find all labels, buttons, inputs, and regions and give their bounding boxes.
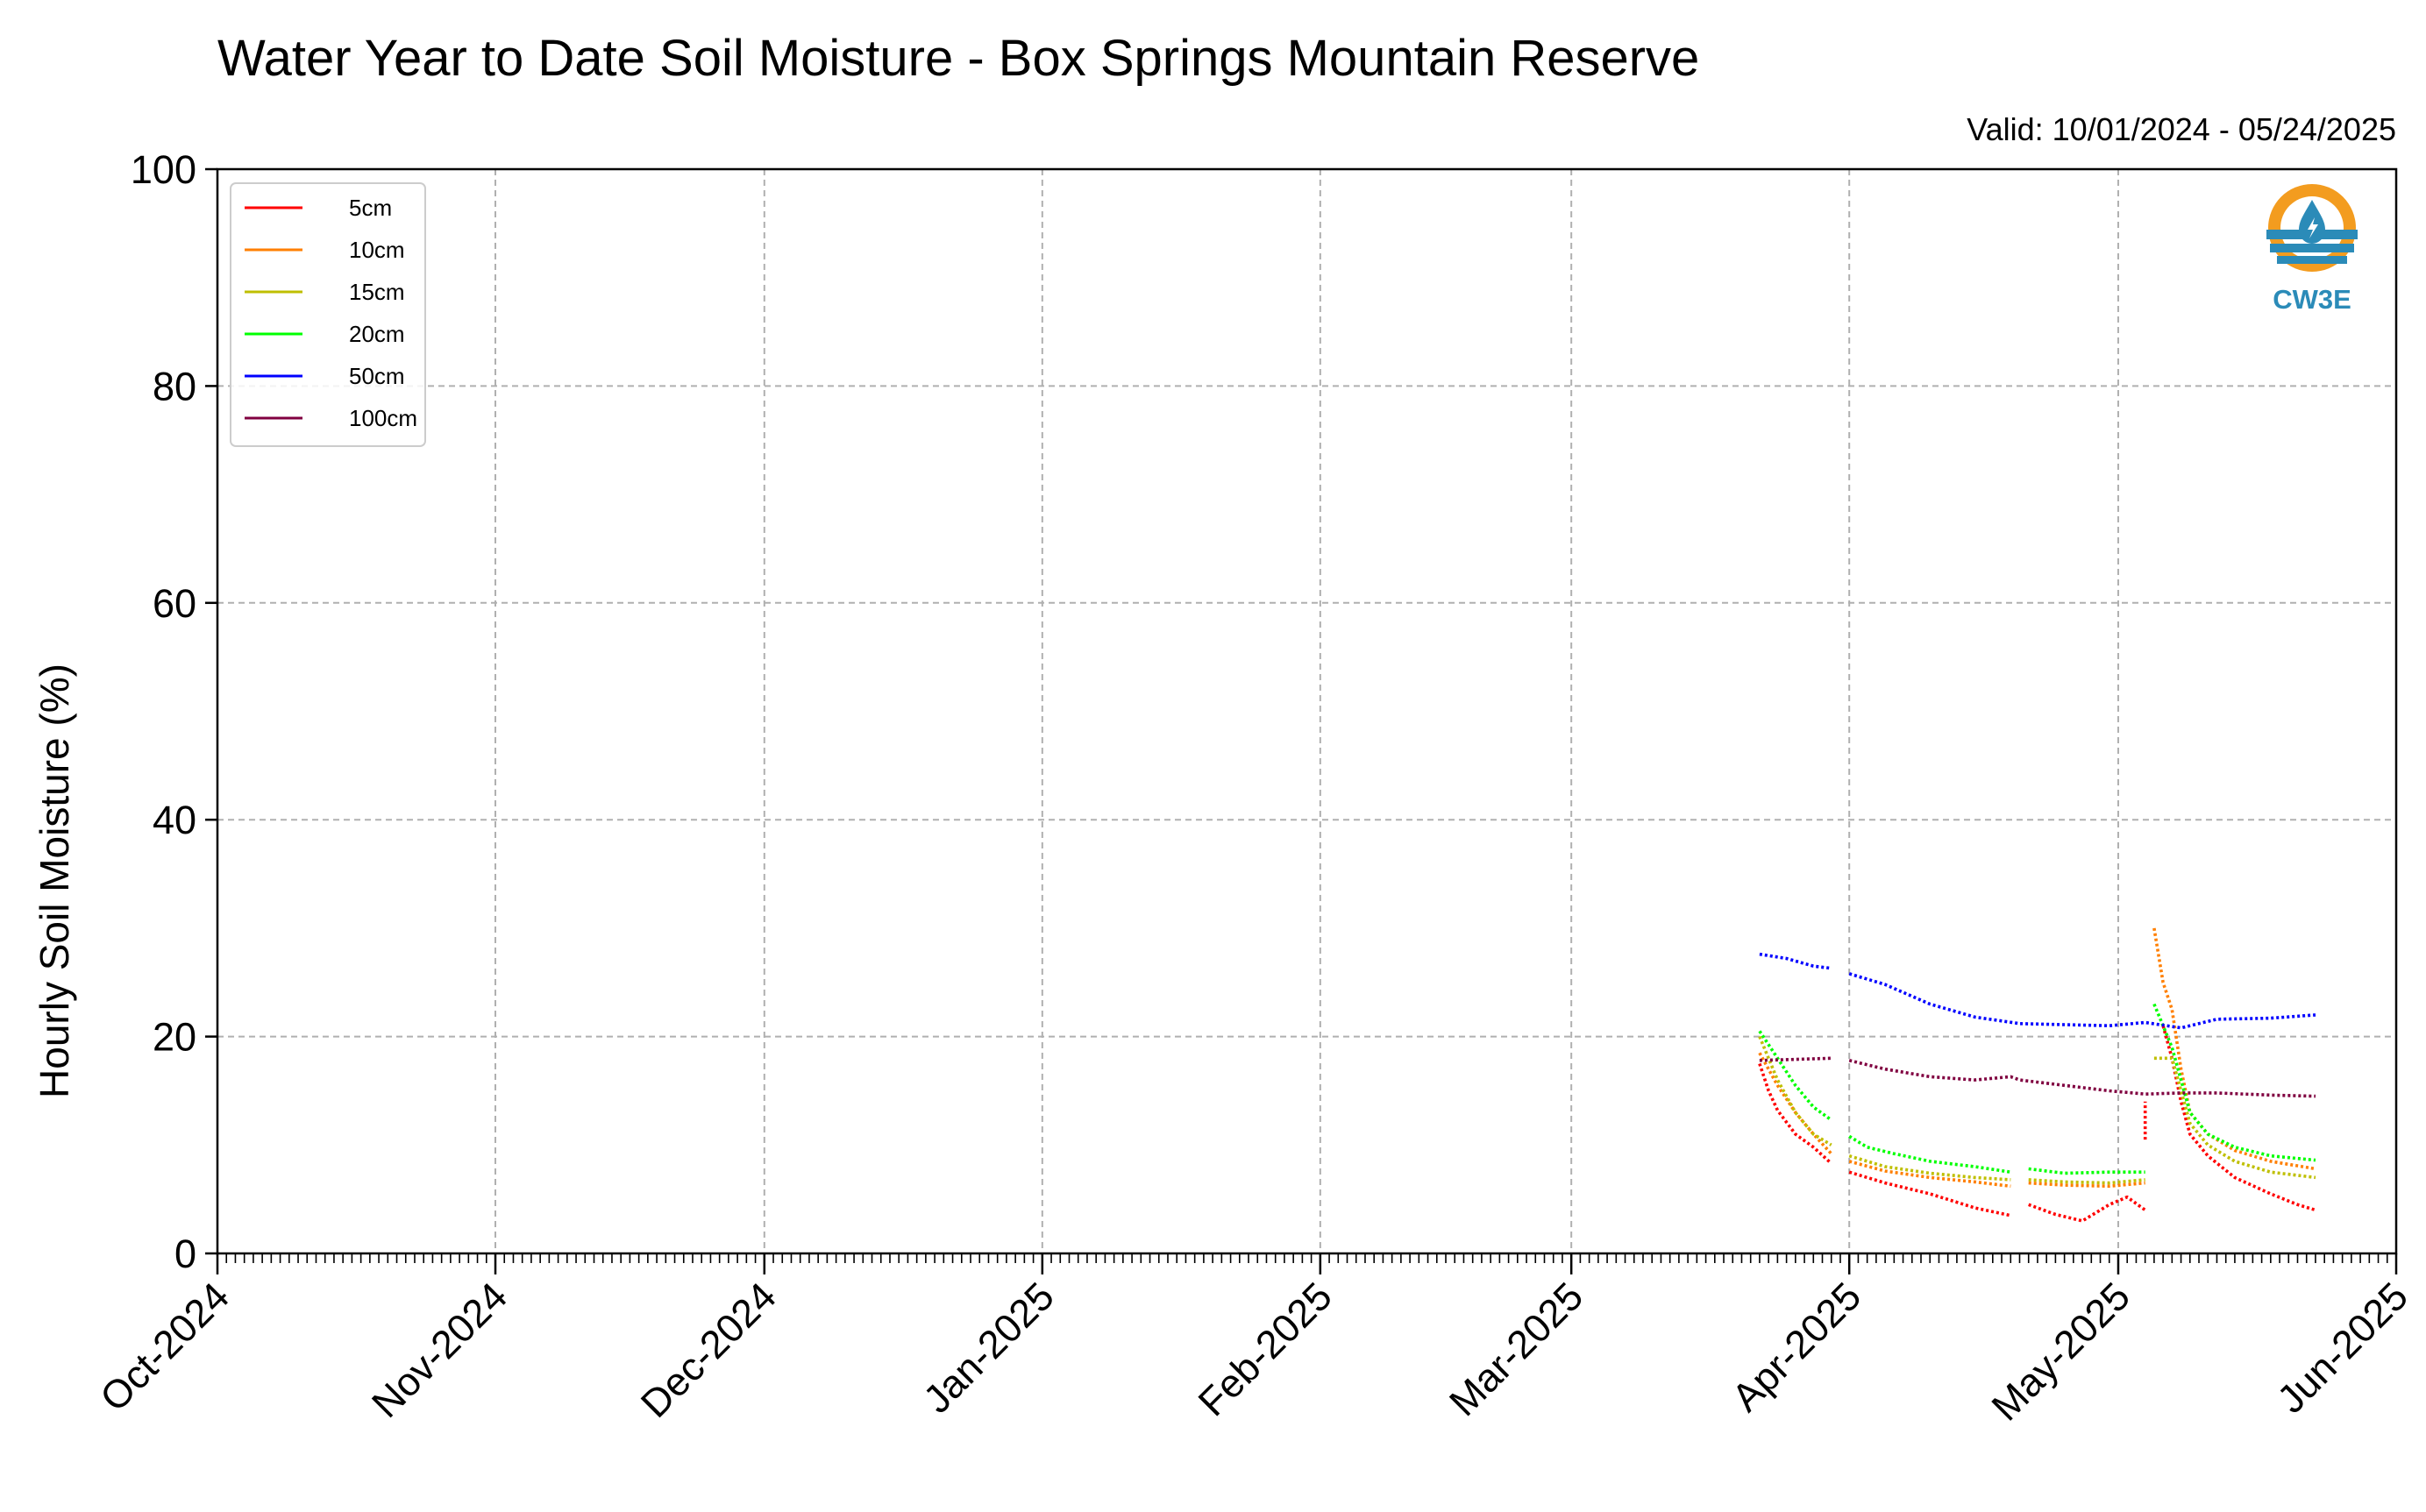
x-tick-labels: Oct-2024 Nov-2024 Dec-2024 Jan-2025 Feb-2025… <box>91 1274 2416 1430</box>
water-drop-logo-icon <box>2266 184 2358 272</box>
y-tick-label: 20 <box>153 1015 196 1060</box>
grid-lines <box>217 169 2396 1253</box>
series-line-100cm <box>1848 1059 2316 1098</box>
chart-title: Water Year to Date Soil Moisture - Box S… <box>217 30 1699 87</box>
y-tick-label: 80 <box>153 364 196 408</box>
legend-label-10cm: 10cm <box>349 237 405 263</box>
x-minor-ticks <box>217 1253 2397 1263</box>
y-tick-label: 0 <box>174 1232 196 1276</box>
series-10cm <box>1758 927 2316 1189</box>
series-line-20cm <box>1758 1030 1832 1122</box>
legend-label-15cm: 15cm <box>349 279 405 305</box>
series-line-50cm <box>1848 972 2316 1030</box>
series-line-10cm <box>2028 1181 2145 1189</box>
y-axis-label: Hourly Soil Moisture (%) <box>32 664 77 1098</box>
y-tick-label: 100 <box>131 147 196 192</box>
y-tick-labels: 0 20 40 60 80 100 <box>131 147 196 1276</box>
series-line-20cm <box>1848 1134 2011 1174</box>
series-100cm <box>1759 1056 2316 1098</box>
x-tick-label: Oct-2024 <box>91 1274 238 1420</box>
y-tick-label: 40 <box>153 798 196 842</box>
legend-label-100cm: 100cm <box>349 405 417 431</box>
axes <box>205 167 2398 1274</box>
series-line-50cm <box>1759 952 1832 970</box>
legend-label-50cm: 50cm <box>349 363 405 389</box>
series-line-20cm <box>2152 1003 2316 1162</box>
series-line-15cm <box>2153 1056 2316 1180</box>
y-tick-label: 60 <box>153 581 196 626</box>
x-tick-label: Mar-2025 <box>1441 1274 1591 1424</box>
chart-subtitle: Valid: 10/01/2024 - 05/24/2025 <box>1967 111 2396 147</box>
logo-text: CW3E <box>2273 284 2351 315</box>
series-line-10cm <box>2152 927 2316 1171</box>
series-line-5cm <box>2161 1025 2316 1212</box>
series-line-5cm <box>2028 1195 2146 1223</box>
legend-label-5cm: 5cm <box>349 195 392 221</box>
series-line-10cm <box>1848 1160 2011 1189</box>
cw3e-logo: CW3E <box>2266 184 2358 315</box>
series-line-5cm <box>1758 1062 1832 1165</box>
x-tick-label: Jun-2025 <box>2268 1274 2416 1422</box>
legend-label-20cm: 20cm <box>349 321 405 347</box>
plot-frame <box>216 167 2398 1255</box>
x-tick-label: Apr-2025 <box>1723 1274 1869 1420</box>
data-series <box>1758 927 2316 1223</box>
series-line-15cm <box>2028 1178 2145 1185</box>
x-tick-label: May-2025 <box>1982 1274 2138 1430</box>
series-line-10cm <box>1758 1052 1833 1155</box>
series-line-5cm <box>1848 1170 2011 1217</box>
series-line-20cm <box>2028 1167 2145 1175</box>
x-tick-label: Jan-2025 <box>914 1274 1063 1422</box>
legend: 5cm 10cm 15cm 20cm 50cm 100cm <box>230 182 426 447</box>
series-15cm <box>1758 1035 2316 1185</box>
series-50cm <box>1759 952 2316 1030</box>
x-tick-label: Dec-2024 <box>632 1274 785 1426</box>
series-20cm <box>1758 1003 2316 1175</box>
x-tick-label: Nov-2024 <box>363 1274 516 1426</box>
x-tick-label: Feb-2025 <box>1190 1274 1341 1424</box>
series-line-100cm <box>1759 1056 1832 1062</box>
series-line-15cm <box>1758 1035 1832 1146</box>
series-5cm <box>1758 1025 2316 1223</box>
